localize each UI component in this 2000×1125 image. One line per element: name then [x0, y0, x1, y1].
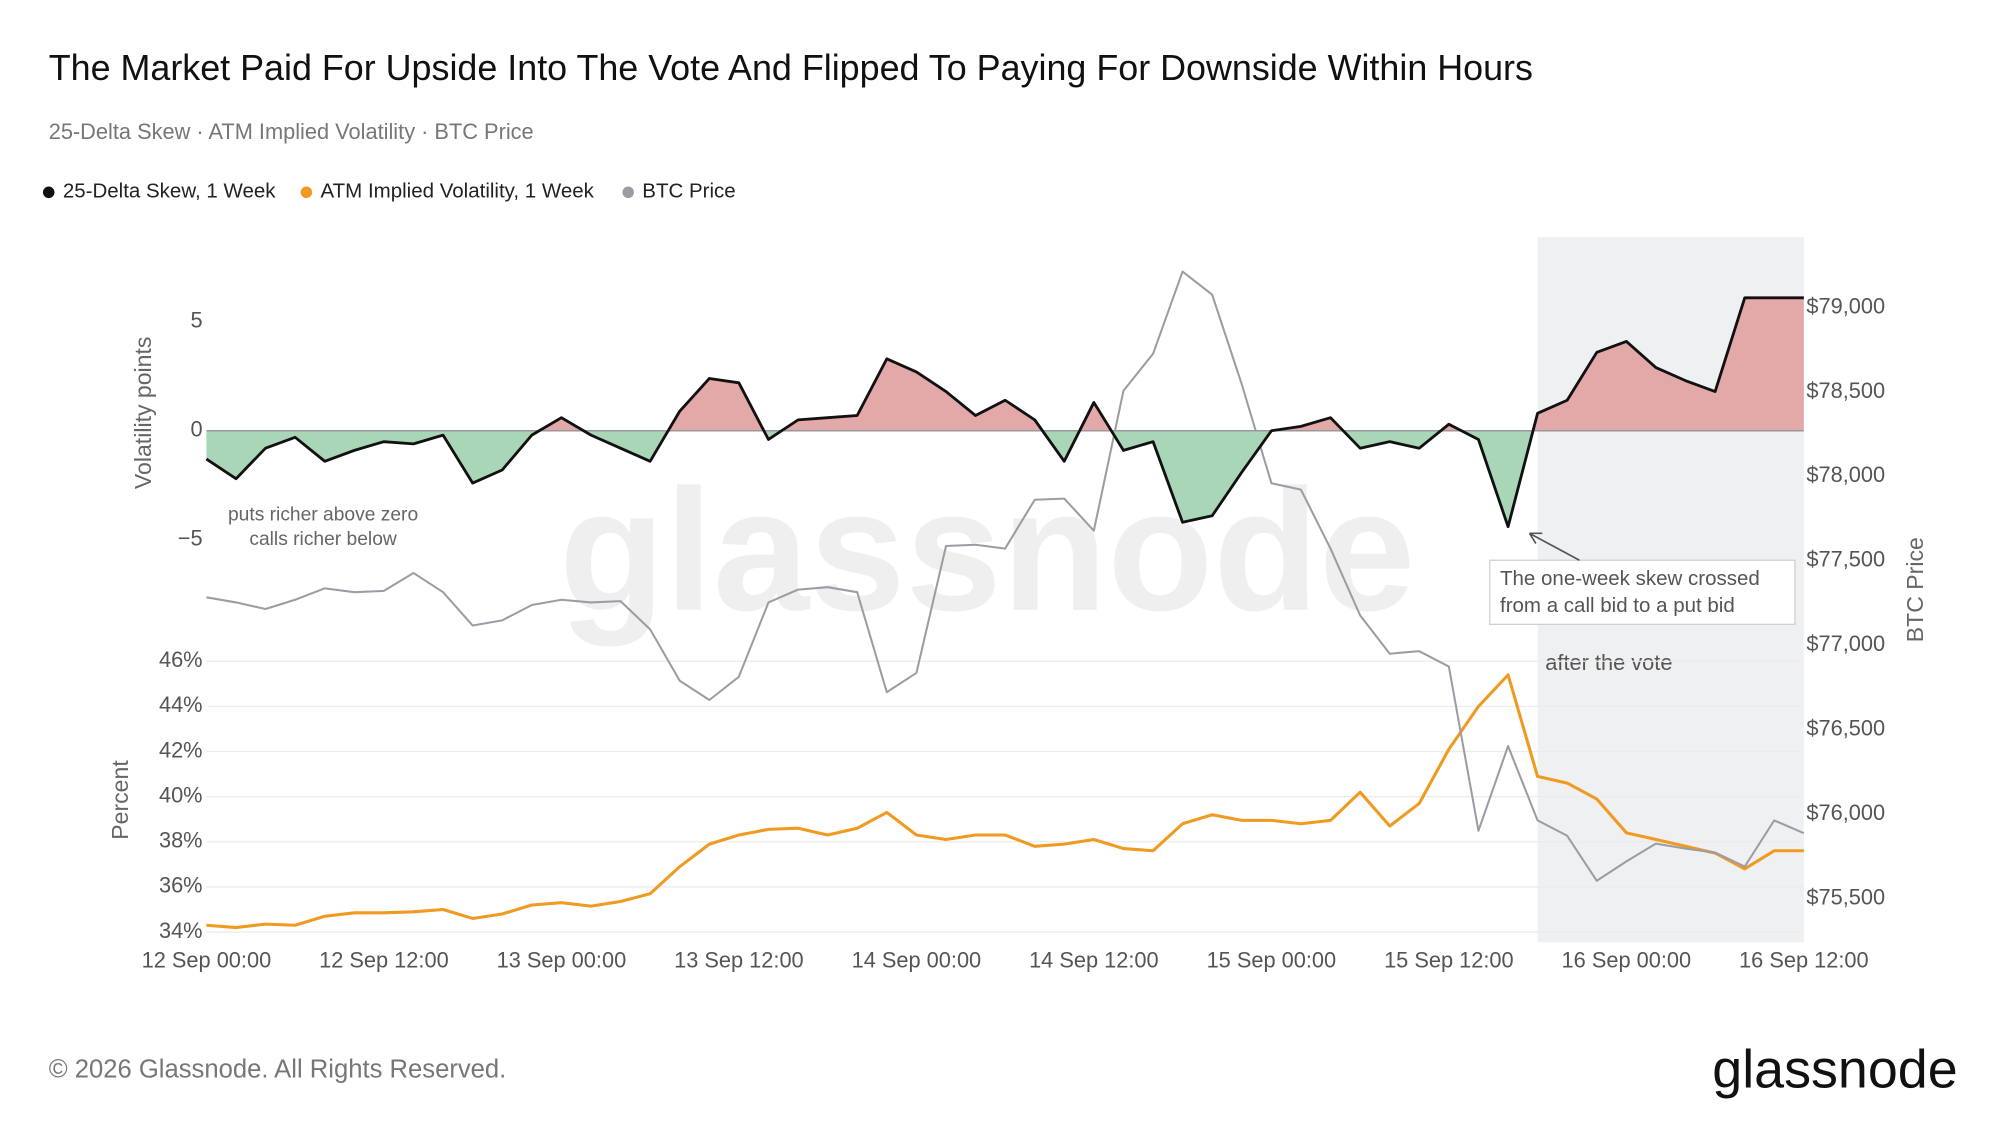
- y-tick-label: 36%: [159, 873, 203, 898]
- y-tick-label: 40%: [159, 782, 203, 807]
- y-tick-label: 5: [190, 308, 202, 333]
- annotation: from a call bid to a put bid: [1500, 594, 1735, 617]
- legend-marker: [300, 186, 313, 199]
- y2-tick-label: $75,500: [1806, 885, 1885, 910]
- y-tick-label: 0: [190, 417, 202, 442]
- y2-tick-label: $77,500: [1806, 547, 1885, 572]
- annotation-box: [1489, 559, 1796, 626]
- annotation: The one-week skew crossed: [1500, 567, 1760, 590]
- x-tick-label: 12 Sep 12:00: [319, 947, 449, 972]
- series-line: [206, 270, 1805, 882]
- y-axis-label: Volatility points: [130, 337, 156, 490]
- legend-marker: [42, 186, 55, 199]
- plot: after the vote glassnode 34% 36% 38% 40% 42% 44…: [42, 180, 1928, 972]
- y-tick-label: 44%: [159, 692, 203, 717]
- y2-tick-label: $78,000: [1806, 462, 1885, 487]
- annotation: puts richer above zero: [228, 504, 418, 525]
- legend-label: 25-Delta Skew, 1 Week: [63, 180, 276, 203]
- x-tick-label: 13 Sep 00:00: [497, 947, 627, 972]
- x-tick-label: 16 Sep 12:00: [1739, 947, 1869, 972]
- y2-axis-label: BTC Price: [1902, 537, 1928, 642]
- watermark: glassnode: [559, 453, 1415, 647]
- area-positive: [206, 297, 1804, 431]
- y-tick-label: 42%: [159, 737, 203, 762]
- chart-subtitle: 25-Delta Skew · ATM Implied Volatility ·…: [49, 119, 534, 144]
- x-tick-label: 14 Sep 00:00: [852, 947, 982, 972]
- highlight-label: after the vote: [1545, 650, 1672, 675]
- y2-tick-label: $76,500: [1806, 716, 1885, 741]
- area-negative: [206, 430, 1804, 527]
- x-tick-label: 13 Sep 12:00: [674, 947, 804, 972]
- y2-tick-label: $78,500: [1806, 378, 1885, 403]
- x-tick-label: 16 Sep 00:00: [1562, 947, 1692, 972]
- footer: © 2026 Glassnode. All Rights Reserved.: [49, 1055, 507, 1083]
- chart-title: The Market Paid For Upside Into The Vote…: [49, 48, 1533, 88]
- y2-tick-label: $77,000: [1806, 631, 1885, 656]
- logo: glassnode: [1712, 1039, 1957, 1099]
- annotation-arrow: [1528, 532, 1580, 561]
- y-axis-label: Percent: [107, 760, 133, 840]
- y-tick-label: 38%: [159, 828, 203, 853]
- x-tick-label: 15 Sep 00:00: [1207, 947, 1337, 972]
- series-line: [205, 296, 1804, 529]
- legend-label: ATM Implied Volatility, 1 Week: [321, 180, 595, 203]
- series-line: [206, 673, 1804, 930]
- annotation: calls richer below: [249, 529, 397, 550]
- legend-marker: [622, 186, 634, 199]
- y-tick-label: 34%: [159, 918, 203, 943]
- y-tick-label: 46%: [159, 647, 203, 672]
- x-tick-label: 15 Sep 12:00: [1384, 947, 1514, 972]
- y2-tick-label: $79,000: [1806, 293, 1885, 318]
- x-tick-label: 12 Sep 00:00: [142, 947, 272, 972]
- y-tick-label: −5: [178, 525, 203, 550]
- legend-label: BTC Price: [642, 180, 735, 203]
- y2-tick-label: $76,000: [1806, 800, 1885, 825]
- x-tick-label: 14 Sep 12:00: [1029, 947, 1159, 972]
